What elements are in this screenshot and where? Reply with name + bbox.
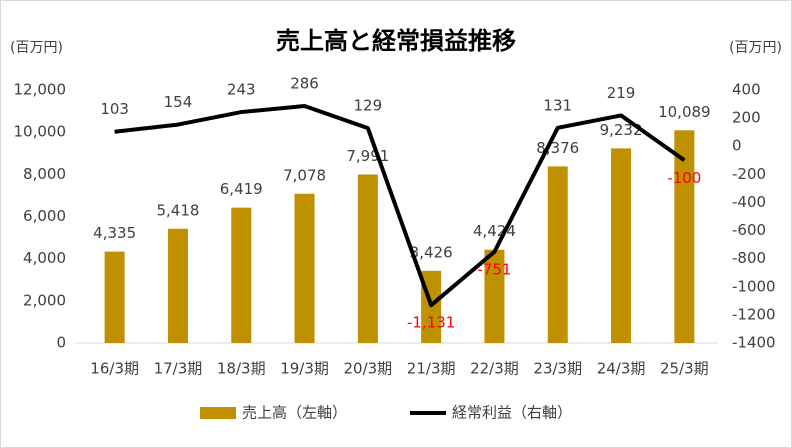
- y-tick-label: 10,000: [14, 123, 67, 141]
- bar: [484, 249, 505, 343]
- x-tick-label: 20/3期: [344, 360, 393, 378]
- legend-label: 売上高（左軸）: [242, 404, 347, 422]
- chart-title: 売上高と経常損益推移: [276, 27, 516, 55]
- bar-value-label: 7,991: [346, 147, 389, 165]
- y2-tick-label: -1200: [732, 305, 776, 323]
- x-tick-label: 24/3期: [597, 360, 646, 378]
- y-tick-label: 2,000: [23, 291, 66, 309]
- x-tick-label: 23/3期: [533, 360, 582, 378]
- bar: [357, 174, 378, 343]
- line-value-label: 154: [164, 93, 193, 111]
- bar: [104, 251, 125, 343]
- bar-value-label: 5,418: [156, 201, 199, 219]
- bar-value-label: 3,426: [410, 243, 453, 261]
- y2-tick-label: 400: [732, 81, 761, 99]
- y-tick-label: 4,000: [23, 249, 66, 267]
- x-tick-label: 25/3期: [660, 360, 709, 378]
- line-value-label: -1,131: [407, 314, 455, 332]
- x-tick-label: 21/3期: [407, 360, 456, 378]
- bar-value-label: 4,335: [93, 224, 136, 242]
- bar: [611, 148, 632, 343]
- y-tick-label: 12,000: [14, 81, 67, 99]
- y2-axis-unit: (百万円): [729, 40, 782, 56]
- line-value-label: 243: [227, 81, 256, 99]
- y2-tick-label: -600: [732, 221, 766, 239]
- y2-tick-label: 0: [732, 137, 742, 155]
- bar-value-label: 7,078: [283, 166, 326, 184]
- y2-tick-label: -800: [732, 249, 766, 267]
- x-tick-label: 16/3期: [90, 360, 139, 378]
- bar-value-label: 9,232: [600, 121, 643, 139]
- y-tick-label: 8,000: [23, 165, 66, 183]
- y2-tick-label: -200: [732, 165, 766, 183]
- y2-tick-label: -1000: [732, 277, 776, 295]
- line-value-label: 129: [354, 97, 383, 115]
- line-value-label: 131: [543, 96, 572, 114]
- line-value-label: -751: [477, 260, 511, 278]
- line-value-label: 103: [100, 100, 129, 118]
- bar: [674, 130, 695, 343]
- bar: [294, 193, 315, 343]
- bar-value-label: 6,419: [220, 180, 263, 198]
- x-tick-label: 19/3期: [280, 360, 329, 378]
- x-tick-label: 17/3期: [154, 360, 203, 378]
- legend-label: 経常利益（右軸）: [452, 404, 572, 422]
- x-tick-label: 22/3期: [470, 360, 519, 378]
- y-tick-label: 6,000: [23, 207, 66, 225]
- y2-tick-label: 200: [732, 109, 761, 127]
- legend-swatch: [200, 407, 236, 419]
- y2-tick-label: -1400: [732, 334, 776, 352]
- bar: [231, 207, 252, 343]
- line-value-label: 286: [290, 75, 319, 93]
- bar-value-label: 10,089: [658, 103, 711, 121]
- line-value-label: 219: [607, 84, 636, 102]
- line-value-label: -100: [667, 169, 701, 187]
- bar: [167, 228, 188, 343]
- x-tick-label: 18/3期: [217, 360, 266, 378]
- profit-line: [114, 104, 686, 308]
- bar: [547, 166, 568, 343]
- y-tick-label: 0: [56, 334, 66, 352]
- y2-tick-label: -400: [732, 193, 766, 211]
- y-axis-unit: (百万円): [10, 40, 63, 56]
